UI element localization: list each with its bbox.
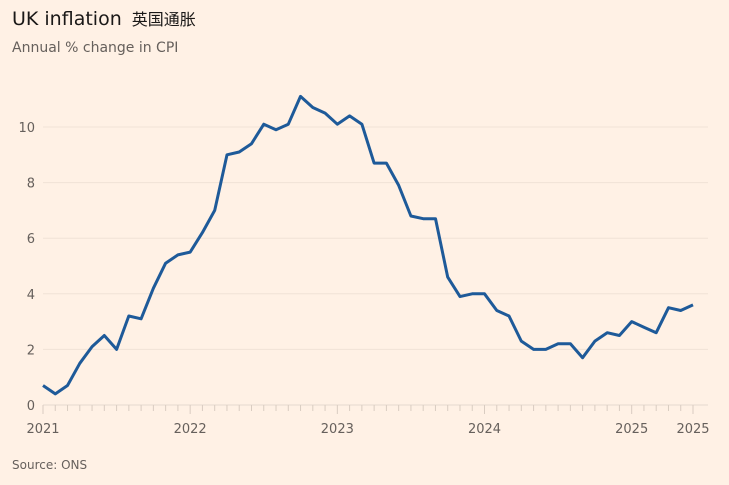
title-en: UK inflation: [12, 8, 122, 30]
source-note: Source: ONS: [12, 458, 88, 472]
x-tick-label: 2022: [174, 422, 207, 437]
x-tick-label: 2024: [468, 422, 501, 437]
x-tick-label: 2025: [676, 422, 709, 437]
y-tick-label: 10: [18, 121, 35, 136]
y-tick-label: 0: [27, 399, 35, 414]
x-tick-label: 2025: [615, 422, 648, 437]
y-tick-label: 4: [27, 288, 35, 303]
chart-title: UK inflation 英国通胀: [12, 6, 196, 30]
y-tick-label: 2: [27, 343, 35, 358]
y-tick-label: 6: [27, 232, 35, 247]
x-tick-label: 2021: [26, 422, 59, 437]
chart-subtitle: Annual % change in CPI: [12, 40, 179, 56]
series-line-cpi: [42, 94, 694, 396]
y-tick-label: 8: [27, 177, 35, 192]
title-zh: 英国通胀: [131, 10, 196, 29]
x-tick-label: 2023: [321, 422, 354, 437]
